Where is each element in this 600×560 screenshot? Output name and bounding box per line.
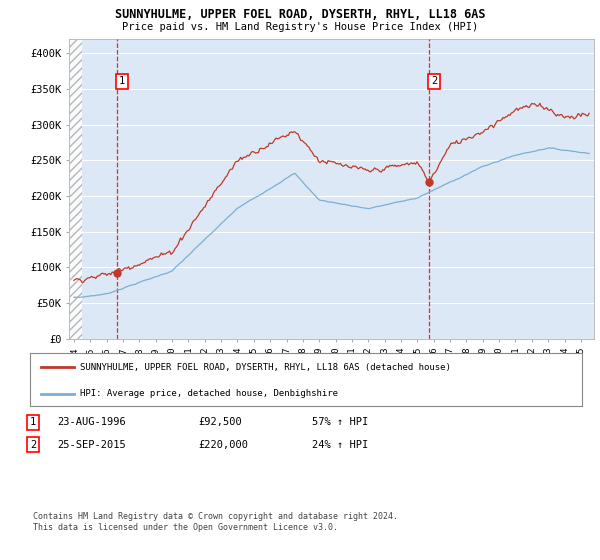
Text: 1: 1 — [30, 417, 36, 427]
Text: 1: 1 — [119, 76, 125, 86]
Bar — [61, 39, 82, 339]
Text: SUNNYHULME, UPPER FOEL ROAD, DYSERTH, RHYL, LL18 6AS (detached house): SUNNYHULME, UPPER FOEL ROAD, DYSERTH, RH… — [80, 363, 451, 372]
Text: £92,500: £92,500 — [198, 417, 242, 427]
Text: £220,000: £220,000 — [198, 440, 248, 450]
Text: HPI: Average price, detached house, Denbighshire: HPI: Average price, detached house, Denb… — [80, 389, 338, 398]
Text: Price paid vs. HM Land Registry's House Price Index (HPI): Price paid vs. HM Land Registry's House … — [122, 22, 478, 32]
Text: Contains HM Land Registry data © Crown copyright and database right 2024.
This d: Contains HM Land Registry data © Crown c… — [33, 512, 398, 532]
Text: SUNNYHULME, UPPER FOEL ROAD, DYSERTH, RHYL, LL18 6AS: SUNNYHULME, UPPER FOEL ROAD, DYSERTH, RH… — [115, 8, 485, 21]
Text: 23-AUG-1996: 23-AUG-1996 — [57, 417, 126, 427]
Text: 24% ↑ HPI: 24% ↑ HPI — [312, 440, 368, 450]
Text: 25-SEP-2015: 25-SEP-2015 — [57, 440, 126, 450]
Text: 2: 2 — [30, 440, 36, 450]
Text: 57% ↑ HPI: 57% ↑ HPI — [312, 417, 368, 427]
Text: 2: 2 — [431, 76, 437, 86]
